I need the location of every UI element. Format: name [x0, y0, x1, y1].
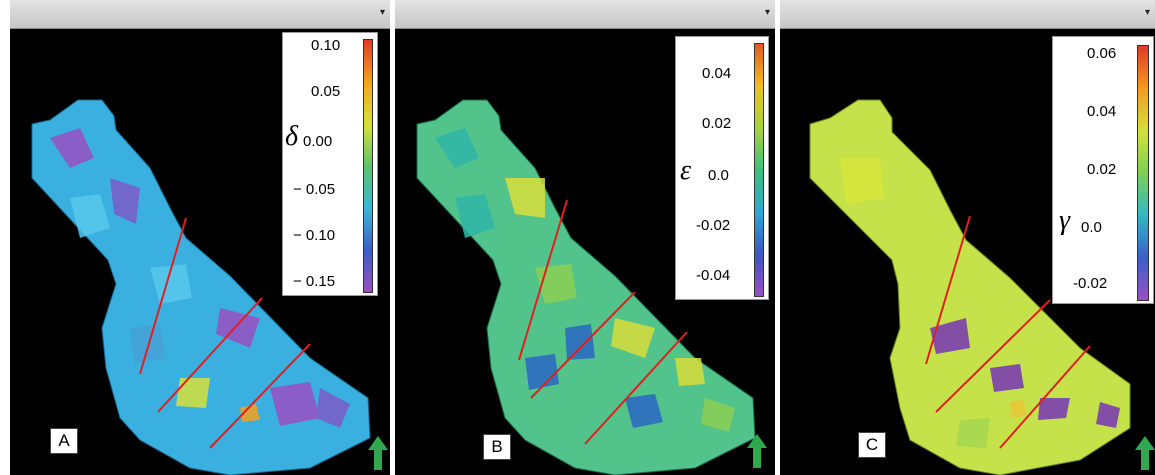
map-c-fault-lines [925, 215, 1091, 449]
map-b [416, 99, 756, 475]
north-arrow-icon [747, 434, 767, 468]
map-c-patches [840, 158, 1120, 448]
tick-label: 0.02 [1087, 161, 1117, 178]
tick-label: 0.00 [303, 133, 333, 150]
panel-label: B [483, 434, 511, 460]
colorbar [754, 43, 764, 297]
panel-a: ▾ 0.10 0.05 0.00 − 0.05 − 0.10 − 0.15 δ [10, 0, 390, 475]
map-c-region [809, 99, 1131, 475]
tick-label: − 0.10 [293, 227, 336, 244]
legend-a: 0.10 0.05 0.00 − 0.05 − 0.10 − 0.15 δ [282, 32, 378, 296]
panel-b-titlebar[interactable]: ▾ [395, 0, 775, 29]
tick-label: 0.10 [311, 37, 341, 54]
dropdown-icon[interactable]: ▾ [379, 7, 385, 18]
tick-label: 0.05 [311, 83, 341, 100]
tick-label: -0.02 [1073, 275, 1108, 292]
dropdown-icon[interactable]: ▾ [764, 7, 770, 18]
colorbar [1137, 45, 1149, 301]
colorbar [363, 39, 373, 293]
panel-label: A [50, 428, 78, 454]
map-b-fault-lines [518, 199, 688, 445]
tick-label: -0.04 [696, 267, 731, 284]
legend-symbol: ε [680, 155, 692, 186]
tick-label: 0.0 [708, 167, 729, 184]
map-a-patches [50, 128, 350, 428]
tick-label: 0.02 [702, 115, 732, 132]
map-c [809, 99, 1131, 475]
panel-a-titlebar[interactable]: ▾ [10, 0, 390, 29]
legend-b: 0.04 0.02 0.0 -0.02 -0.04 ε [675, 36, 769, 300]
panel-b: ▾ 0.04 0.02 0.0 -0.02 -0.04 ε B [395, 0, 775, 475]
north-arrow-icon [1135, 436, 1155, 470]
legend-symbol: γ [1059, 205, 1071, 236]
panel-c-titlebar[interactable]: ▾ [780, 0, 1155, 29]
tick-label: 0.04 [1087, 103, 1117, 120]
tick-label: − 0.15 [293, 273, 336, 290]
map-b-patches [435, 128, 735, 432]
panel-c: ▾ 0.06 0.04 0.02 0.0 -0.02 γ C [780, 0, 1155, 475]
tick-label: -0.02 [696, 217, 731, 234]
panel-label: C [858, 432, 886, 458]
tick-label: − 0.05 [293, 181, 336, 198]
tick-label: 0.0 [1081, 219, 1102, 236]
map-b-region [416, 99, 756, 475]
tick-label: 0.04 [702, 65, 732, 82]
map-a-fault-lines [139, 217, 311, 449]
legend-c: 0.06 0.04 0.02 0.0 -0.02 γ [1052, 36, 1154, 304]
dropdown-icon[interactable]: ▾ [1144, 7, 1150, 18]
map-a [31, 99, 371, 475]
north-arrow-icon [368, 436, 388, 470]
legend-symbol: δ [285, 121, 299, 152]
tick-label: 0.06 [1087, 45, 1117, 62]
